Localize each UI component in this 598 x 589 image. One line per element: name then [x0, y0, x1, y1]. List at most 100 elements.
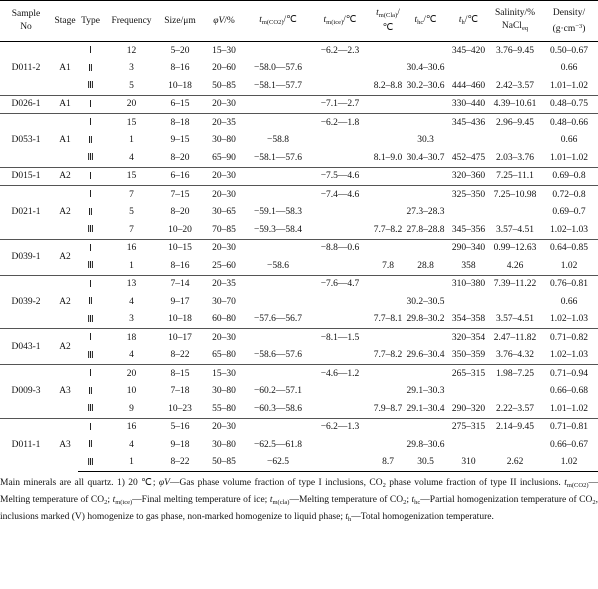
data-cell: −62.5 — [248, 453, 308, 472]
text-segment: 2 — [403, 499, 407, 506]
data-cell: −6.2—1.3 — [308, 417, 372, 436]
text-segment: t — [564, 478, 567, 488]
data-cell: 9–15 — [170, 135, 190, 146]
sample-cell: D043-1 — [0, 328, 52, 365]
data-cell — [308, 453, 372, 472]
data-cell: 358 — [461, 260, 476, 271]
text-segment: , inclusions marked (V) homogenize to ga… — [0, 495, 598, 522]
text-segment: φV — [158, 478, 170, 488]
text-segment: t — [112, 495, 116, 505]
column-header: Sample No — [0, 0, 52, 42]
data-cell: 320–354 — [447, 328, 490, 347]
data-cell — [308, 257, 372, 275]
text-segment: —Melting temperature of CO — [289, 495, 404, 505]
data-cell: 345–420 — [451, 45, 486, 56]
data-cell — [490, 383, 540, 401]
data-cell: 20–30 — [200, 238, 248, 257]
column-header: Size/μm — [160, 0, 200, 42]
data-cell: −6.2—1.8 — [308, 113, 372, 132]
data-cell: 7.25–10.98 — [490, 185, 540, 204]
table-row: D021-1 A2 Ⅰ 7 7–15 20–30 −7.4—4.6 325–350 7.25–1… — [0, 185, 598, 239]
data-cell: 444–460 — [451, 80, 486, 91]
table-row: D015-1 A2 Ⅰ 15 6–16 20–30 −7.5—4.6 320–360 7.25–… — [0, 166, 598, 186]
data-cell: 345–436 — [447, 113, 490, 132]
data-cell — [248, 94, 308, 114]
data-cell: Ⅲ — [87, 153, 94, 164]
data-cell: 0.69–0.7 — [552, 207, 586, 218]
data-cell: 30.2–30.5 — [406, 296, 445, 307]
column-header: th/℃ — [447, 0, 490, 42]
text-segment: 2 — [382, 482, 386, 489]
data-cell: 8–22 — [160, 453, 200, 472]
data-cell: 1.02 — [540, 453, 598, 472]
stage-cell: A2 — [52, 328, 78, 365]
data-cell: 7.8 — [382, 260, 394, 271]
data-cell: 4.39–10.61 — [490, 94, 540, 114]
text-segment: —Gas phase volume fraction of type I inc… — [169, 478, 383, 488]
data-cell: 15–30 — [200, 364, 248, 383]
data-cell: 2.62 — [490, 453, 540, 472]
data-cell: −8.1—1.5 — [308, 328, 372, 347]
data-cell: 2.03–3.76 — [496, 152, 534, 163]
data-table: Sample No Stage Type Frequency Size/μm φV/% tm(… — [0, 0, 598, 472]
data-cell: 8–16 — [170, 260, 190, 271]
data-cell: 1.02–1.03 — [550, 224, 588, 235]
data-cell: 7–14 — [160, 274, 200, 293]
data-cell: 1 — [129, 135, 134, 146]
data-cell: 30.3 — [417, 135, 434, 146]
text-segment: t — [411, 495, 415, 505]
data-cell: 20–35 — [200, 113, 248, 132]
text-segment: m(Cla) — [378, 12, 398, 19]
data-cell — [248, 328, 308, 347]
data-cell: 6–16 — [160, 166, 200, 186]
data-cell: −7.5—4.6 — [308, 166, 372, 186]
data-cell — [372, 293, 404, 311]
data-cell: 20 — [103, 94, 160, 114]
data-cell: 7.25–11.1 — [490, 166, 540, 186]
stage-cell: A2 — [52, 166, 78, 186]
data-cell: Ⅰ — [78, 274, 103, 293]
text-segment: m(ice) — [115, 499, 133, 506]
text-segment: /℃ — [343, 14, 357, 25]
data-cell: 50–85 — [200, 453, 248, 472]
data-cell: −58.0—57.6 — [253, 63, 303, 74]
data-cell: 30–65 — [212, 207, 236, 218]
data-cell: 350–359 — [451, 350, 486, 361]
data-cell — [372, 274, 404, 293]
stage-cell: A2 — [52, 185, 78, 239]
table-row: Ⅱ 1 9–15 30–80 −58.8 30.3 0.66 — [0, 132, 598, 150]
data-cell: 30–80 — [212, 439, 236, 450]
data-cell — [308, 347, 372, 365]
data-cell: 8–16 — [170, 63, 190, 74]
data-cell: 12 — [126, 45, 137, 56]
text-segment: /℃ — [283, 14, 297, 25]
data-cell: 0.64–0.85 — [540, 238, 598, 257]
text-segment: m(ice) — [326, 18, 344, 26]
data-cell — [372, 328, 404, 347]
data-cell: 20–35 — [200, 274, 248, 293]
data-cell: 1.02–1.03 — [550, 350, 588, 361]
data-cell: 0.48–0.75 — [540, 94, 598, 114]
data-cell: 5 — [129, 80, 134, 91]
data-cell: 0.69–0.8 — [540, 166, 598, 186]
text-segment: —Final melting temperature of ice; — [132, 495, 270, 505]
data-cell — [490, 293, 540, 311]
data-cell: 0.50–0.67 — [550, 45, 588, 56]
data-cell: 3.57–4.51 — [496, 224, 534, 235]
data-cell — [372, 204, 404, 222]
stage-cell: A1 — [52, 94, 78, 114]
data-cell: Ⅱ — [88, 135, 93, 146]
data-cell: 29.8–30.2 — [406, 314, 445, 325]
data-cell: 2.14–9.45 — [490, 417, 540, 436]
data-cell: 354–358 — [451, 314, 486, 325]
data-cell — [248, 238, 308, 257]
text-segment: eq — [521, 25, 529, 32]
text-segment: m(cla) — [272, 499, 290, 506]
text-segment: φV — [213, 15, 225, 26]
data-cell: −59.3—58.4 — [253, 224, 303, 235]
data-cell: Ⅲ — [87, 404, 94, 415]
data-cell: 30–80 — [212, 135, 236, 146]
data-cell: Ⅰ — [78, 185, 103, 204]
data-cell: 15 — [103, 166, 160, 186]
text-segment: Stage — [54, 15, 76, 26]
